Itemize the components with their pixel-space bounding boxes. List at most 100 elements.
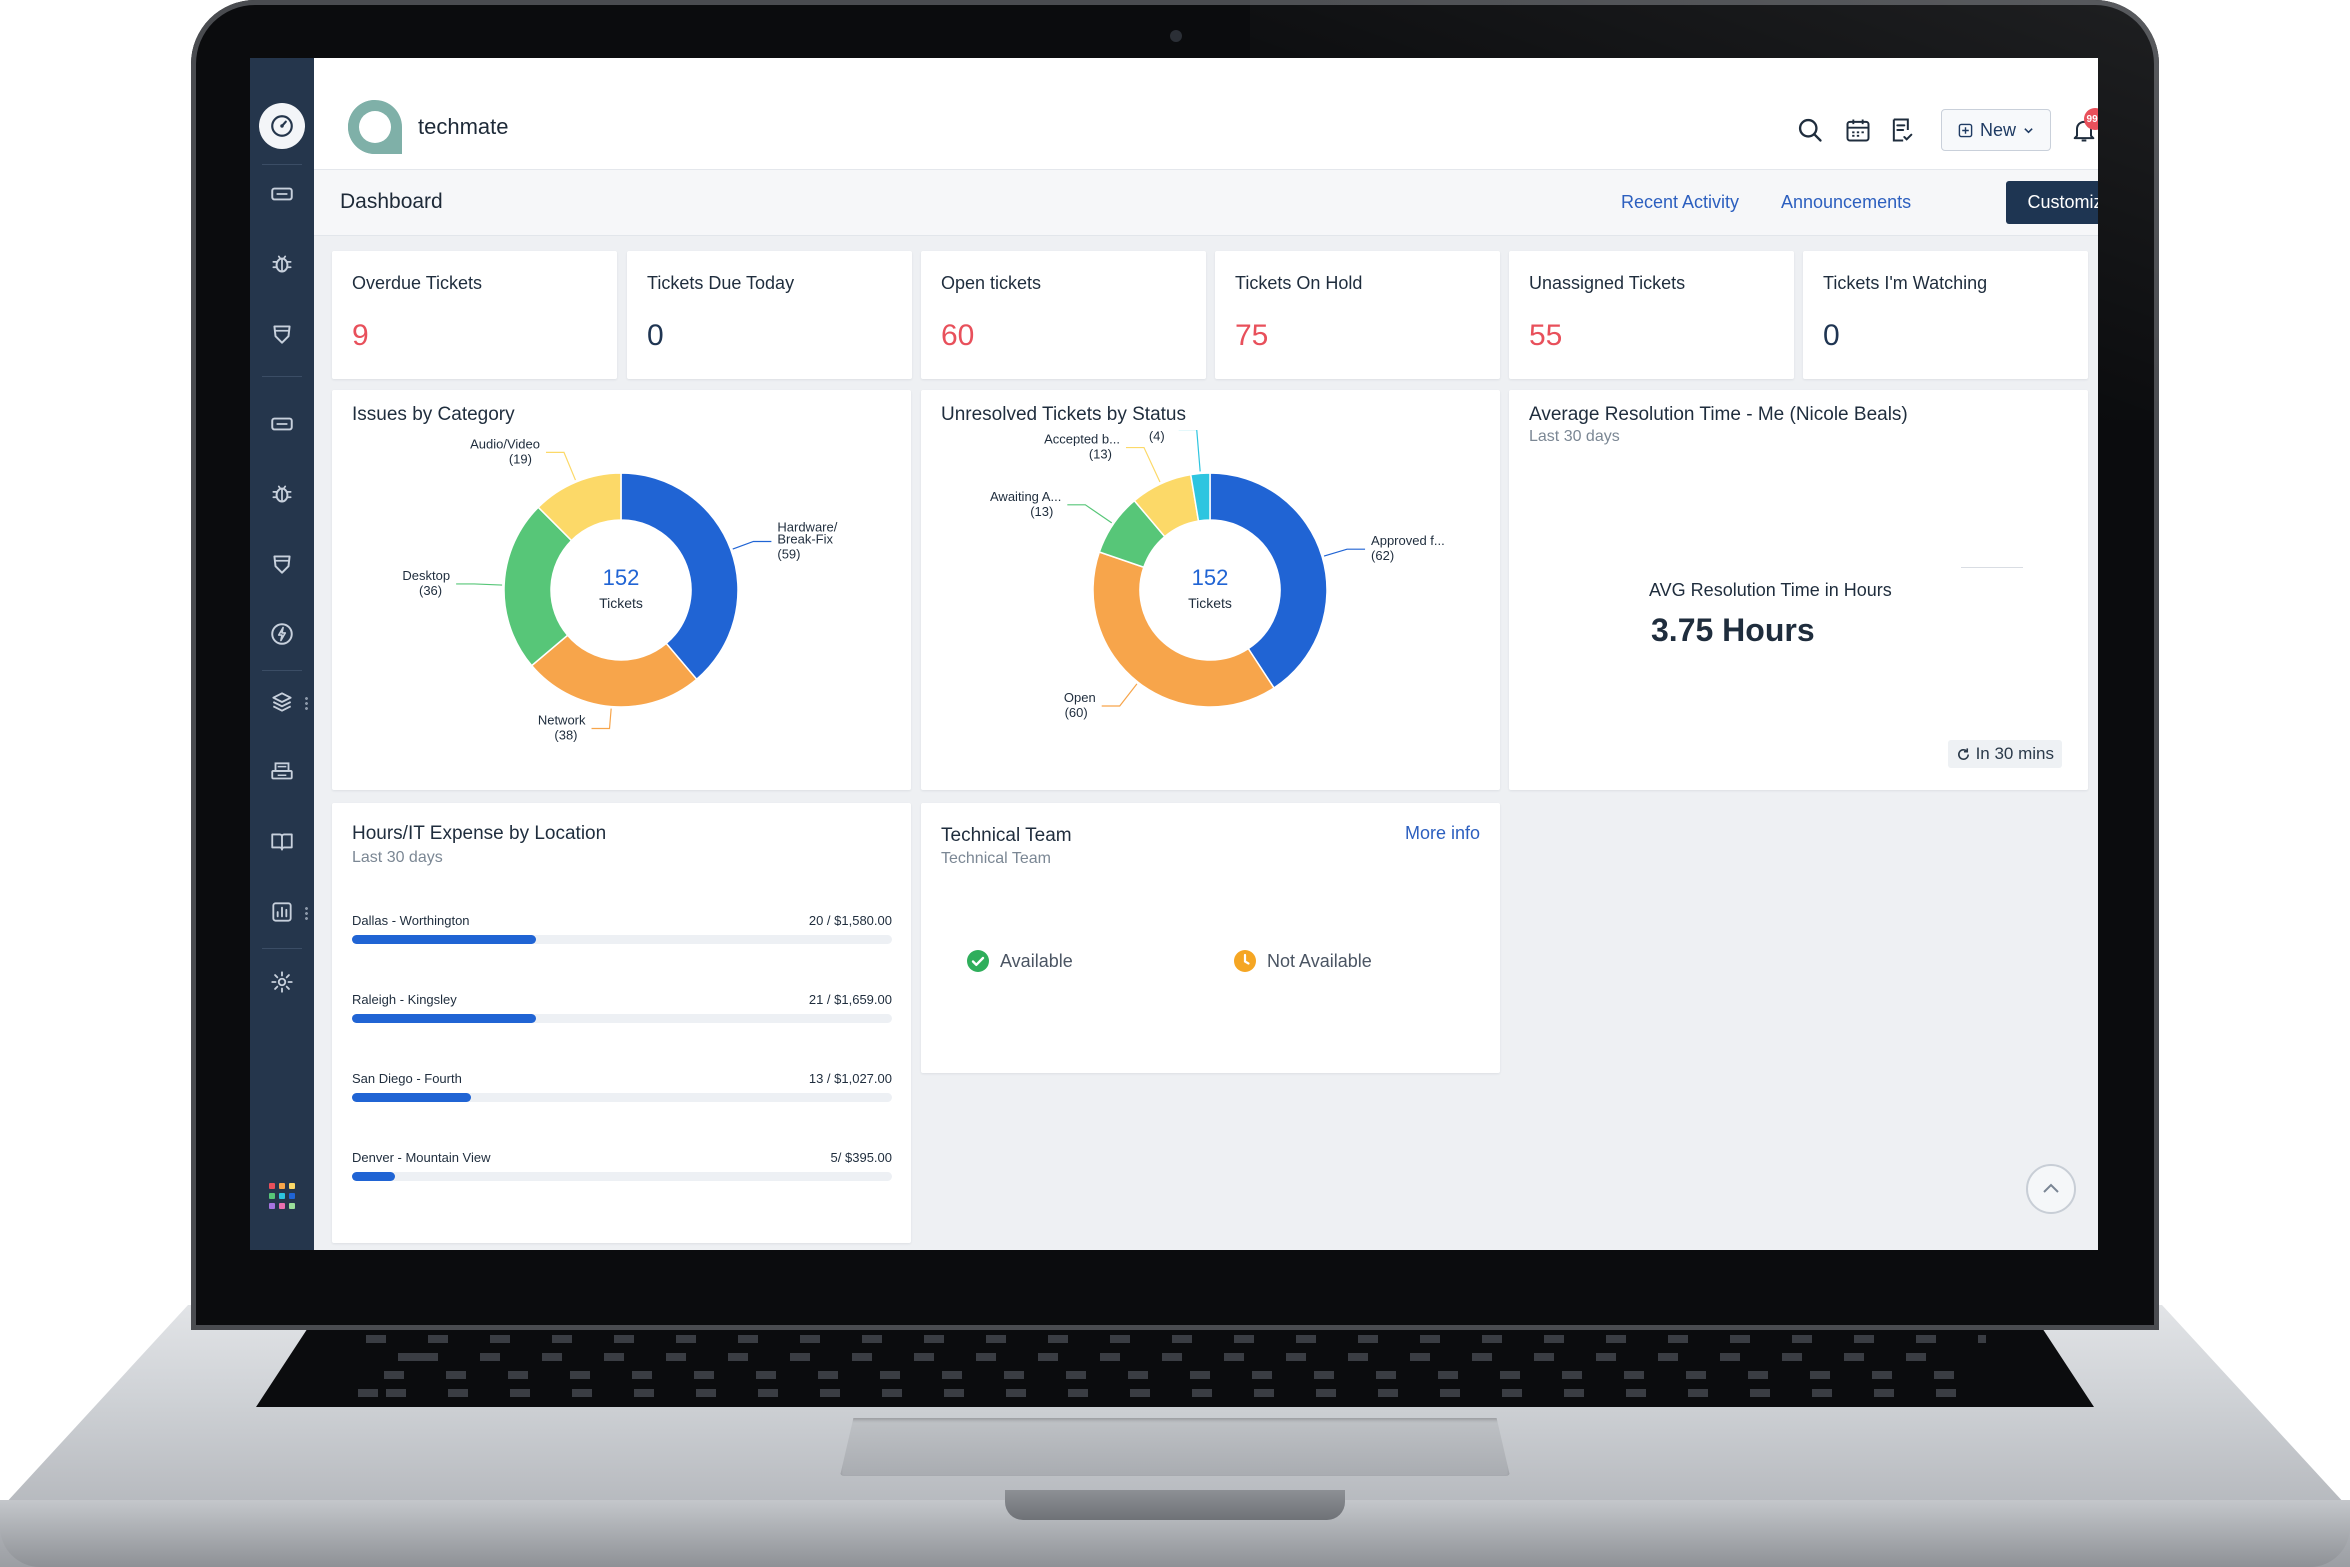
sidebar-item-requests[interactable] bbox=[250, 398, 314, 450]
donut-slice[interactable] bbox=[530, 634, 698, 708]
slice-label: Awaiting A... bbox=[990, 489, 1061, 504]
refresh-indicator[interactable]: In 30 mins bbox=[1947, 740, 2062, 768]
status-donut-chart[interactable]: 152 Tickets Approved f...(62) Open(60) Awa… bbox=[921, 430, 1500, 790]
stat-card-due-today[interactable]: Tickets Due Today 0 bbox=[627, 251, 912, 379]
sidebar-item-print[interactable] bbox=[250, 746, 314, 798]
slice-label: Hardware/ bbox=[777, 519, 837, 534]
location-name: Raleigh - Kingsley bbox=[352, 992, 457, 1007]
calendar-icon bbox=[1846, 119, 1870, 142]
widget-subtitle: Last 30 days bbox=[352, 849, 443, 866]
camera-icon bbox=[1170, 30, 1182, 42]
slice-value: (4) bbox=[1149, 430, 1165, 444]
location-value: 20 / $1,580.00 bbox=[808, 913, 892, 928]
sidebar-item-incidents[interactable] bbox=[250, 468, 314, 520]
donut-center-value: 152 bbox=[603, 565, 640, 590]
sidebar-item-problems[interactable] bbox=[250, 238, 314, 290]
stat-card-watching[interactable]: Tickets I'm Watching 0 bbox=[1803, 251, 2088, 379]
slice-value: (36) bbox=[419, 583, 442, 598]
stat-value: 0 bbox=[647, 319, 664, 352]
sidebar-item-changes[interactable] bbox=[250, 308, 314, 360]
shield-icon bbox=[273, 555, 291, 574]
search-button[interactable] bbox=[1792, 112, 1828, 148]
widget-title: Issues by Category bbox=[352, 404, 515, 425]
donut-slice[interactable] bbox=[620, 472, 739, 681]
slice-label: Accepted b... bbox=[1044, 432, 1120, 447]
sidebar-item-releases[interactable] bbox=[250, 538, 314, 590]
sidebar-item-dashboard[interactable] bbox=[250, 100, 314, 152]
stat-value: 75 bbox=[1235, 319, 1269, 352]
plus-square-icon bbox=[1958, 123, 1973, 137]
topbar: techmate New 99+ bbox=[314, 58, 2098, 170]
issues-donut-chart[interactable]: 152 Tickets Hardware/Break-Fix(59) Networ… bbox=[332, 430, 911, 790]
stat-card-overdue[interactable]: Overdue Tickets 9 bbox=[332, 251, 617, 379]
stat-value: 60 bbox=[941, 319, 975, 352]
leader-line bbox=[1067, 504, 1113, 524]
stat-card-unassigned[interactable]: Unassigned Tickets 55 bbox=[1509, 251, 1794, 379]
sidebar-item-assets[interactable] bbox=[250, 676, 314, 728]
available-status[interactable]: Available bbox=[966, 949, 1073, 973]
slice-value: (13) bbox=[1030, 504, 1053, 519]
slice-value: (19) bbox=[509, 451, 532, 466]
donut-slice[interactable] bbox=[1189, 472, 1211, 522]
not-available-label: Not Available bbox=[1267, 950, 1372, 971]
slice-value: (60) bbox=[1065, 705, 1088, 720]
donut-center-label: Tickets bbox=[599, 595, 643, 611]
stat-card-open[interactable]: Open tickets 60 bbox=[921, 251, 1206, 379]
location-row[interactable]: Dallas - Worthington 20 / $1,580.00 bbox=[352, 913, 892, 953]
stat-label: Tickets I'm Watching bbox=[1823, 273, 1988, 293]
donut-slice[interactable] bbox=[503, 506, 573, 667]
sidebar-item-reports[interactable] bbox=[250, 886, 314, 938]
printer-icon bbox=[271, 762, 293, 780]
leader-line bbox=[732, 540, 772, 550]
apps-grid-icon[interactable] bbox=[261, 1175, 303, 1217]
avg-resolution-widget: Average Resolution Time - Me (Nicole Bea… bbox=[1509, 390, 2088, 790]
location-bar-fill bbox=[352, 1093, 471, 1102]
recent-activity-link[interactable]: Recent Activity bbox=[1621, 192, 1740, 212]
new-button[interactable]: New bbox=[1941, 109, 2051, 151]
sidebar-item-knowledge[interactable] bbox=[250, 816, 314, 868]
bug-icon bbox=[272, 255, 292, 273]
dashboard-header: Dashboard Recent Activity Announcements … bbox=[314, 170, 2098, 236]
unresolved-by-status-widget: Unresolved Tickets by Status 152 Tickets… bbox=[921, 390, 1500, 790]
sidebar-item-settings[interactable] bbox=[250, 956, 314, 1008]
issues-by-category-widget: Issues by Category 152 Tickets Hardware/… bbox=[332, 390, 911, 790]
location-row[interactable]: San Diego - Fourth 13 / $1,027.00 bbox=[352, 1071, 892, 1111]
not-available-status[interactable]: Not Available bbox=[1233, 949, 1372, 973]
location-row[interactable]: Denver - Mountain View 5/ $395.00 bbox=[352, 1150, 892, 1190]
sidebar-item-automation[interactable] bbox=[250, 608, 314, 660]
sidebar-item-tickets[interactable] bbox=[250, 168, 314, 220]
location-value: 13 / $1,027.00 bbox=[808, 1071, 892, 1086]
location-bar-track bbox=[352, 935, 892, 944]
calendar-button[interactable] bbox=[1840, 112, 1876, 148]
stat-label: Tickets Due Today bbox=[647, 273, 795, 293]
location-row[interactable]: Raleigh - Kingsley 21 / $1,659.00 bbox=[352, 992, 892, 1032]
slice-value: (38) bbox=[554, 728, 577, 743]
slice-label: Approved f... bbox=[1371, 533, 1445, 548]
techmate-logo[interactable] bbox=[344, 96, 406, 158]
leader-line bbox=[591, 708, 612, 730]
more-info-link[interactable]: More info bbox=[1404, 823, 1480, 843]
laptop-notch bbox=[1005, 1490, 1345, 1520]
donut-slice[interactable] bbox=[537, 472, 622, 542]
ticket-icon bbox=[271, 187, 293, 201]
donut-slice[interactable] bbox=[1092, 551, 1276, 708]
scroll-top-button[interactable] bbox=[2026, 1164, 2076, 1214]
donut-slice[interactable] bbox=[1209, 472, 1328, 689]
more-dots-icon[interactable] bbox=[305, 906, 308, 920]
more-dots-icon[interactable] bbox=[305, 696, 308, 710]
chart-icon bbox=[272, 902, 292, 922]
laptop-keyboard bbox=[256, 1323, 2094, 1407]
stat-card-on-hold[interactable]: Tickets On Hold 75 bbox=[1215, 251, 1500, 379]
leader-line bbox=[1323, 548, 1366, 557]
tasks-button[interactable] bbox=[1884, 112, 1920, 148]
donut-center-label: Tickets bbox=[1188, 595, 1232, 611]
stat-label: Unassigned Tickets bbox=[1529, 273, 1686, 293]
chevron-down-icon bbox=[2024, 127, 2033, 133]
location-bar-track bbox=[352, 1172, 892, 1181]
announcements-link[interactable]: Announcements bbox=[1781, 192, 1912, 212]
slice-value: (62) bbox=[1371, 548, 1394, 563]
customize-button[interactable]: Customize bbox=[2006, 181, 2098, 224]
stat-label: Tickets On Hold bbox=[1235, 273, 1363, 293]
dashboard-icon bbox=[271, 115, 293, 137]
